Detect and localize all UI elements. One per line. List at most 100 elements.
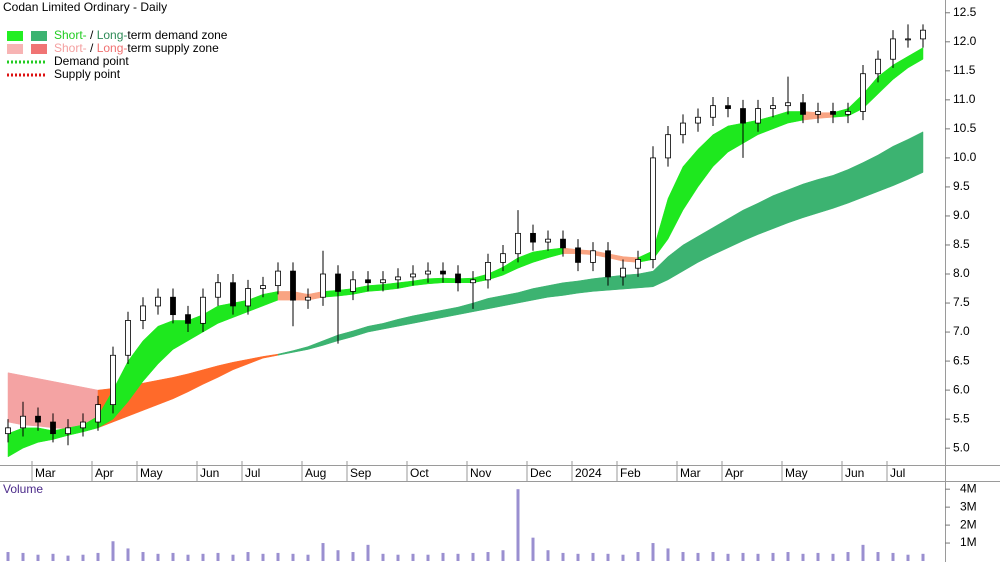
volume-bar xyxy=(126,548,130,561)
volume-bar xyxy=(231,554,235,561)
volume-bar xyxy=(171,552,175,561)
volume-tick-label: 3M xyxy=(960,499,977,513)
volume-bar xyxy=(111,541,115,561)
x-tick-label: Dec xyxy=(530,466,551,480)
x-tick-label: Apr xyxy=(725,466,744,480)
volume-tick-label: 4M xyxy=(960,481,977,495)
volume-bar xyxy=(891,552,895,561)
candle-body xyxy=(875,58,881,75)
candle-body xyxy=(800,102,806,115)
zone xyxy=(562,247,639,263)
volume-bar xyxy=(246,552,250,561)
volume-bar xyxy=(366,544,370,561)
candle-body xyxy=(380,279,386,284)
candle-body xyxy=(5,427,11,435)
volume-bar xyxy=(636,552,640,561)
zone xyxy=(277,291,324,301)
volume-tick-label: 2M xyxy=(960,517,977,531)
x-tick-label: Nov xyxy=(470,466,491,480)
legend-swatch xyxy=(7,31,23,41)
volume-bar xyxy=(321,543,325,561)
volume-title: Volume xyxy=(3,482,43,496)
candle-body xyxy=(275,270,281,287)
volume-bar xyxy=(216,552,220,561)
volume-bar xyxy=(381,553,385,561)
x-tick-label: Jun xyxy=(200,466,219,480)
candle-body xyxy=(905,38,911,41)
legend-text: Short- xyxy=(54,41,87,55)
candle-body xyxy=(65,427,71,435)
legend-text: / xyxy=(87,41,97,55)
volume-bar xyxy=(21,552,25,561)
volume-bar xyxy=(441,552,445,561)
candle-body xyxy=(260,285,266,289)
y-tick-label: 11.5 xyxy=(953,63,976,77)
volume-bar xyxy=(816,552,820,561)
volume-bar xyxy=(186,554,190,561)
volume-bar xyxy=(336,550,340,561)
candle-body xyxy=(170,296,176,316)
candle-body xyxy=(485,261,491,281)
volume-bar xyxy=(471,552,475,561)
volume-bar xyxy=(351,552,355,561)
volume-bar xyxy=(591,552,595,561)
candle-body xyxy=(50,421,56,435)
y-tick-label: 12.0 xyxy=(953,34,977,48)
volume-bar xyxy=(861,544,865,561)
volume-panel xyxy=(6,489,925,561)
legend-label: Demand point xyxy=(54,54,129,68)
volume-bar xyxy=(711,552,715,561)
x-tick-label: Mar xyxy=(680,466,701,480)
candle-body xyxy=(410,273,416,278)
x-tick-label: Feb xyxy=(620,466,641,480)
volume-bar xyxy=(666,548,670,561)
candle-body xyxy=(80,421,86,429)
y-tick-label: 8.0 xyxy=(953,266,970,280)
y-tick-label: 10.0 xyxy=(953,150,977,164)
volume-bar xyxy=(606,553,610,561)
volume-bar xyxy=(876,552,880,561)
volume-bar xyxy=(786,552,790,561)
volume-bar xyxy=(156,553,160,561)
zone xyxy=(832,47,924,118)
candle-body xyxy=(155,296,161,307)
candle-body xyxy=(710,105,716,118)
candle-body xyxy=(755,108,761,124)
legend-swatch xyxy=(31,44,47,54)
candle-body xyxy=(440,270,446,275)
x-tick-label: Jun xyxy=(845,466,864,480)
legend-label: Short- / Long-term supply zone xyxy=(54,41,219,55)
candle-body xyxy=(515,232,521,255)
candle-body xyxy=(650,157,656,260)
legend-text: Long- xyxy=(97,41,128,55)
candle-body xyxy=(365,279,371,284)
candle-body xyxy=(785,102,791,107)
candle-body xyxy=(830,111,836,115)
volume-bar xyxy=(921,553,925,561)
volume-bar xyxy=(411,553,415,561)
candle-body xyxy=(815,111,821,115)
axes: 5.0 5.5 6.0 6.5 7.0 7.5 8.0 8.5 9.0 9.5 10.0 10.5 11… xyxy=(31,5,977,549)
candle-body xyxy=(350,279,356,292)
legend-text: / xyxy=(87,28,97,42)
volume-bar xyxy=(141,552,145,561)
y-tick-label: 6.0 xyxy=(953,382,970,396)
legend-text: term supply zone xyxy=(127,41,219,55)
volume-bar xyxy=(906,554,910,561)
candle-body xyxy=(20,415,26,429)
candle-body xyxy=(575,247,581,263)
volume-bar xyxy=(651,543,655,561)
volume-bar xyxy=(576,553,580,561)
candle-body xyxy=(680,122,686,136)
x-tick-label: Mar xyxy=(35,466,56,480)
candle-body xyxy=(95,404,101,423)
candle-body xyxy=(35,415,41,423)
candle-body xyxy=(425,270,431,275)
legend-label: Supply point xyxy=(54,67,121,81)
volume-bar xyxy=(51,553,55,561)
zone xyxy=(277,131,924,356)
candle-body xyxy=(200,296,206,324)
y-tick-label: 5.5 xyxy=(953,411,970,425)
legend-text: Long- xyxy=(97,28,128,42)
